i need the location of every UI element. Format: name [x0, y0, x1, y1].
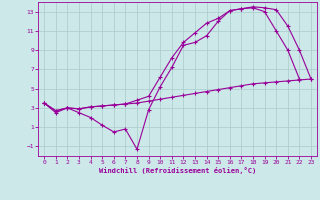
X-axis label: Windchill (Refroidissement éolien,°C): Windchill (Refroidissement éolien,°C): [99, 167, 256, 174]
